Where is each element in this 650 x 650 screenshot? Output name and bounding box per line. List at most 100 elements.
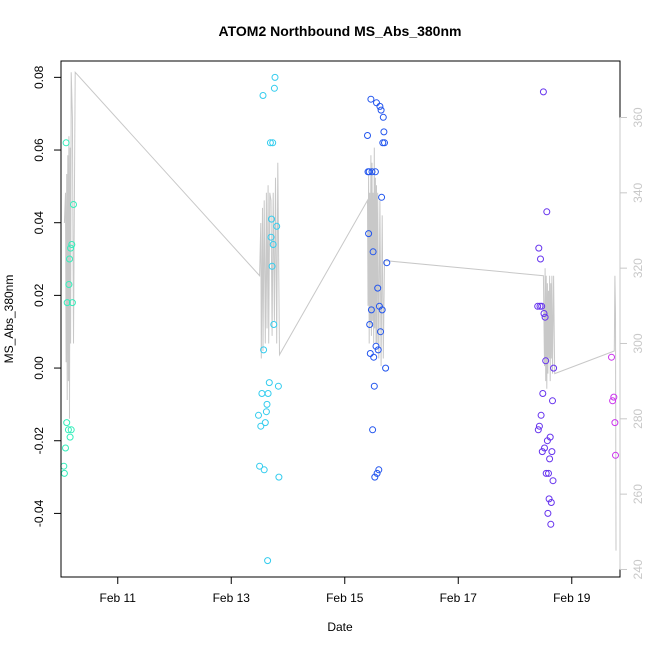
x-axis: Feb 11 Feb 13 Feb 15 Feb 17 Feb 19 [100,576,591,605]
data-point [369,426,377,434]
data-point [269,139,277,147]
data-point [545,469,552,477]
y2-tick-label: 260 [631,484,645,504]
data-point [365,230,373,238]
data-point [612,451,619,459]
data-point [539,390,547,397]
data-point [549,477,557,485]
data-point [534,426,542,434]
data-point [68,241,76,248]
data-point [549,397,556,405]
data-point [541,313,549,321]
data-point [274,382,282,390]
y-tick-label: 0.04 [32,211,46,235]
data-point [63,419,71,427]
data-point [265,379,273,387]
data-point [609,397,617,405]
data-point [379,113,387,121]
data-point [366,321,374,328]
data-point [263,400,271,408]
data-point [60,469,68,477]
data-point [376,102,384,110]
data-point [369,248,377,256]
data-point [545,495,553,503]
data-point [271,73,279,81]
data-point [63,299,71,307]
data-point [67,244,75,252]
data-point [378,306,386,314]
y2-tick-label: 240 [631,559,645,579]
secondary-line-layer [63,71,617,551]
x-axis-label: Date [327,620,353,634]
data-point [266,139,274,147]
data-point [373,469,381,477]
data-point [264,557,272,565]
chart-title: ATOM2 Northbound MS_Abs_380nm [219,23,462,39]
data-point [260,466,268,474]
y2-tick-label: 340 [631,182,645,202]
data-point [374,284,382,292]
y-axis: -0.04 -0.02 0.00 0.02 0.04 0.06 0.08 [32,65,62,527]
data-point [70,201,77,208]
data-point [366,350,374,357]
data-point [610,393,618,401]
data-point [261,419,269,427]
data-point [258,390,266,397]
data-point [371,168,379,176]
data-point [367,306,375,314]
data-point [537,411,545,419]
y-tick-label: 0.06 [32,138,46,162]
data-point [269,241,277,248]
data-point [378,193,386,201]
data-point [611,419,619,427]
y-axis-label: MS_Abs_380nm [2,275,16,364]
secondary-series-line [63,71,617,551]
plot-frame [60,60,621,578]
y2-tick-label: 320 [631,258,645,278]
y2-tick-label: 280 [631,408,645,428]
data-point [534,302,542,310]
data-point [264,390,272,397]
y2-tick-label: 300 [631,333,645,353]
data-point [542,357,550,365]
data-point [371,473,379,481]
data-point [62,139,70,147]
data-point [546,455,554,463]
data-point [256,462,264,470]
data-point [262,408,270,416]
data-point [535,244,543,252]
data-point [275,473,283,481]
data-point [368,168,376,176]
data-point [273,222,281,230]
data-point [542,469,550,477]
data-point [270,84,278,92]
data-point [370,382,378,390]
y-tick-label: -0.04 [32,499,46,527]
data-point [66,433,74,441]
data-point [270,321,278,328]
data-point [547,520,555,528]
data-point [541,444,548,452]
data-point [66,255,73,263]
data-point [547,499,555,506]
data-point [381,139,388,147]
x-tick-label: Feb 11 [100,591,137,605]
y2-tick-label: 360 [631,107,645,127]
data-point [380,128,388,136]
x-tick-label: Feb 19 [553,591,591,605]
data-point [65,281,73,288]
data-point [550,364,558,372]
data-point [543,208,551,216]
x-tick-label: Feb 13 [213,591,251,605]
data-point [68,299,76,307]
data-point [535,422,543,430]
data-point [538,302,546,310]
data-point [538,448,546,456]
data-point [382,364,390,372]
x-tick-label: Feb 15 [326,591,364,605]
data-point [537,255,544,263]
y-tick-label: -0.02 [32,427,46,455]
data-point [62,444,69,452]
data-point [383,259,391,267]
y-tick-label: 0.02 [32,283,46,307]
